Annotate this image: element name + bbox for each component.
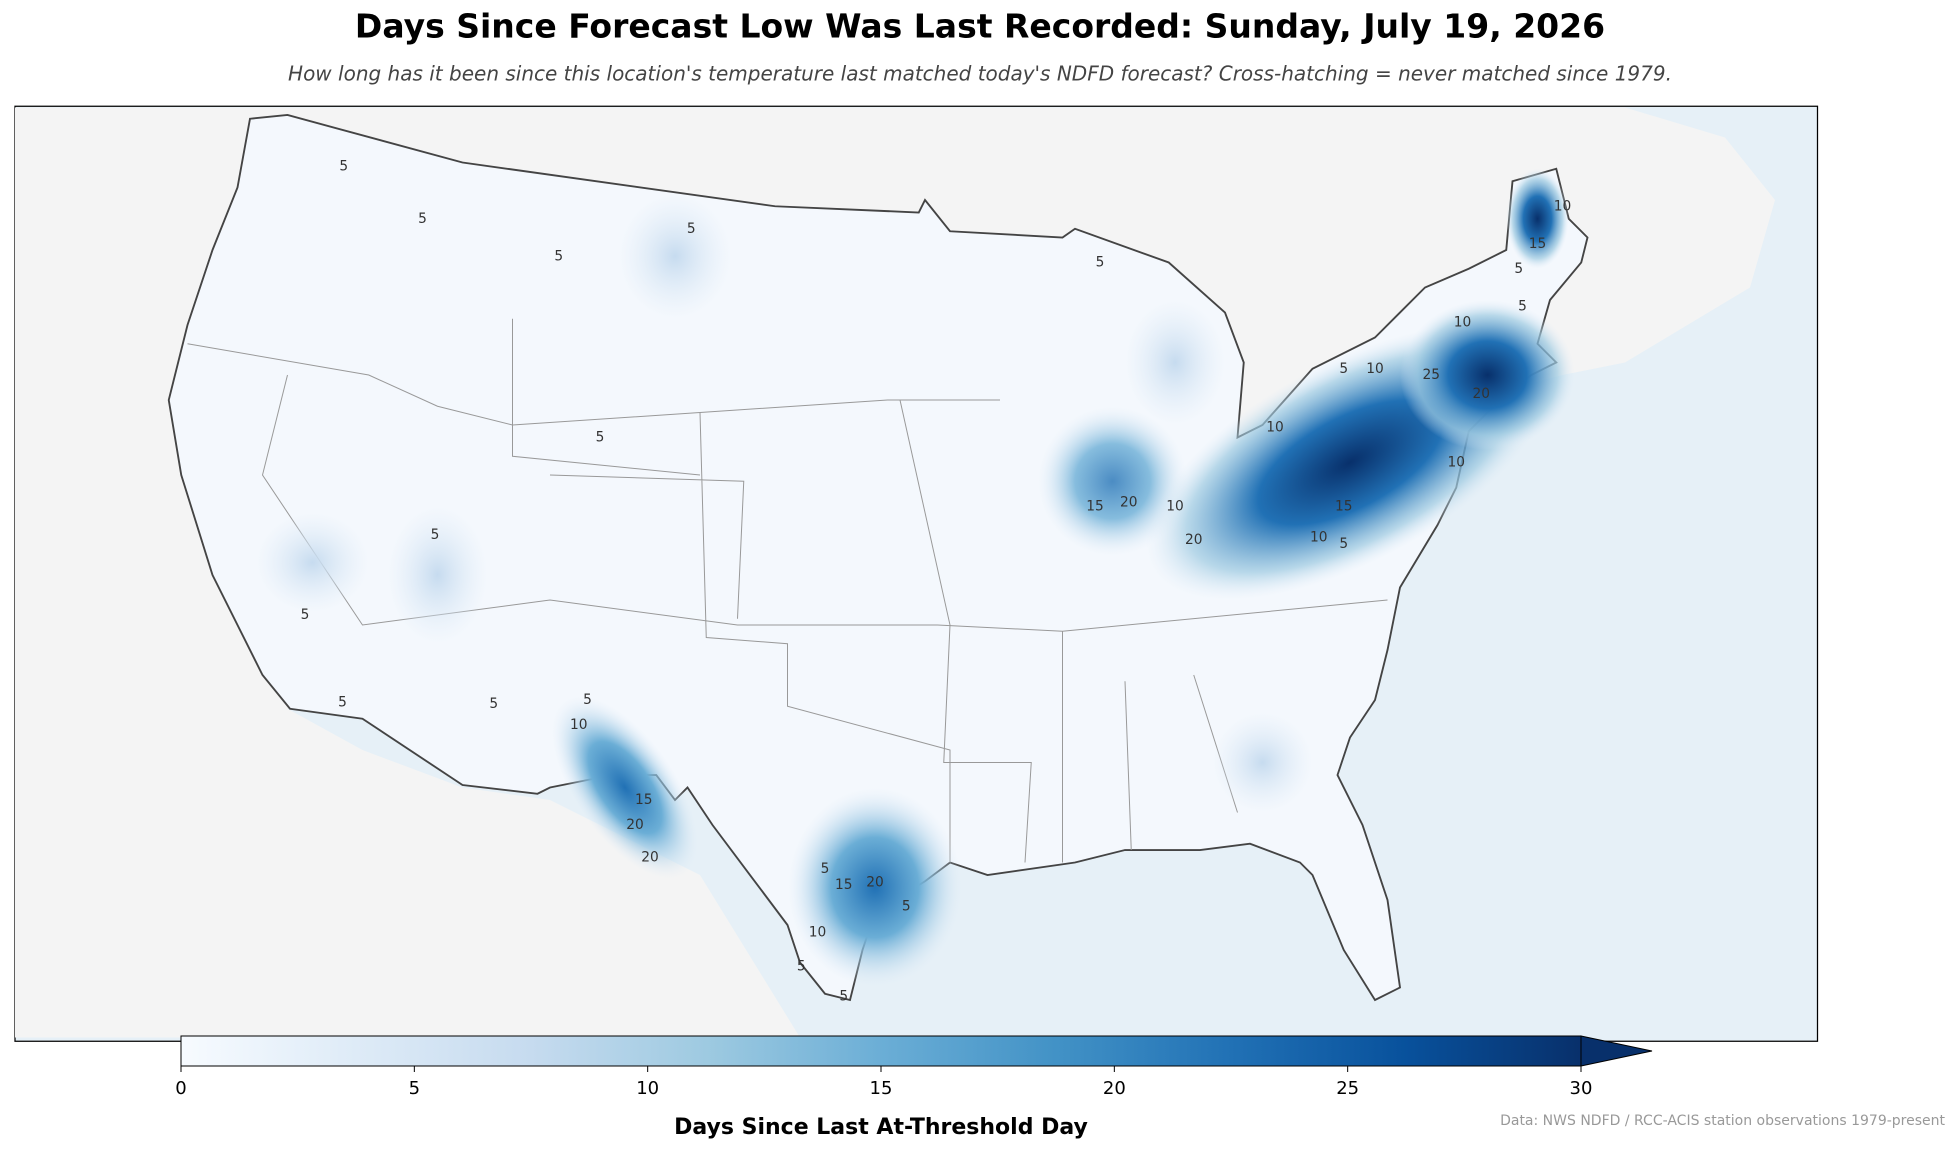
contour-label: 5 [1339, 361, 1348, 377]
contour-label: 5 [301, 607, 310, 623]
contour-label: 5 [418, 211, 427, 227]
source: Data: NWS NDFD / RCC-ACIS station observ… [1500, 1113, 1945, 1129]
contour-label: 20 [1120, 495, 1138, 511]
contour-label: 5 [431, 527, 440, 543]
contour-label: 5 [1518, 298, 1527, 314]
contour-label: 10 [809, 925, 827, 941]
contour-label: 5 [821, 861, 830, 877]
contour-label: 5 [554, 248, 563, 264]
contour-label: 5 [489, 696, 498, 712]
colorbar-tick-label: 5 [409, 1078, 420, 1099]
contour-label: 5 [902, 898, 911, 914]
contour-label: 10 [570, 717, 588, 733]
contour-label: 5 [797, 958, 806, 974]
contour-label: 5 [339, 158, 348, 174]
contour-label: 15 [1529, 236, 1547, 252]
colorbar-tick-label: 30 [1570, 1078, 1593, 1099]
shading [256, 168, 1575, 988]
contour-labels: 5 5 5 5 5 5 5 5 5 5 5 10 15 20 20 5 15 20 5 10 5 5 15 20 10 20 10 5… [301, 158, 1572, 1004]
contour-label: 5 [687, 221, 696, 237]
contour-label: 20 [1185, 532, 1203, 548]
contour-label: 20 [1473, 386, 1491, 402]
contour-label: 5 [338, 695, 347, 711]
contour-label: 5 [1339, 536, 1348, 552]
contour-label: 15 [835, 877, 853, 893]
colorbar [180, 1035, 1582, 1067]
contour-label: 10 [1448, 455, 1466, 471]
colorbar-tick-label: 10 [636, 1078, 659, 1099]
colorbar-tick-label: 20 [1103, 1078, 1126, 1099]
contour-label: 10 [1266, 420, 1284, 436]
contour-label: 15 [635, 792, 653, 808]
contour-label: 20 [626, 817, 644, 833]
contour-label: 15 [1335, 498, 1353, 514]
map: 5 5 5 5 5 5 5 5 5 5 5 10 15 20 20 5 15 20 5 10 5 5 15 20 10 20 10 5… [14, 105, 1819, 1042]
contour-label: 10 [1166, 498, 1184, 514]
contour-label: 10 [1554, 198, 1572, 214]
colorbar-tick-label: 25 [1336, 1078, 1359, 1099]
contour-label: 20 [866, 875, 884, 891]
state-lines [187, 318, 1388, 863]
contour-label: 5 [1096, 255, 1105, 271]
contour-label: 15 [1086, 498, 1104, 514]
contour-label: 25 [1423, 367, 1441, 383]
contour-label: 10 [1454, 315, 1472, 331]
contour-label: 20 [641, 850, 659, 866]
colorbar-label: Days Since Last At-Threshold Day [674, 1115, 1088, 1140]
colorbar-axis: 0 5 10 15 20 25 30 [175, 1066, 1592, 1099]
contour-label: 10 [1366, 361, 1384, 377]
colorbar-tick-label: 0 [175, 1078, 186, 1099]
contour-label: 5 [1514, 261, 1523, 277]
contour-label: 5 [596, 430, 605, 446]
contour-label: 5 [583, 692, 592, 708]
subtitle: How long has it been since this location… [288, 62, 1672, 86]
title: Days Since Forecast Low Was Last Recorde… [355, 7, 1605, 46]
contour-label: 10 [1310, 530, 1328, 546]
colorbar-extend [1580, 1035, 1653, 1067]
colorbar-tick-label: 15 [870, 1078, 893, 1099]
contour-label: 5 [839, 988, 848, 1004]
